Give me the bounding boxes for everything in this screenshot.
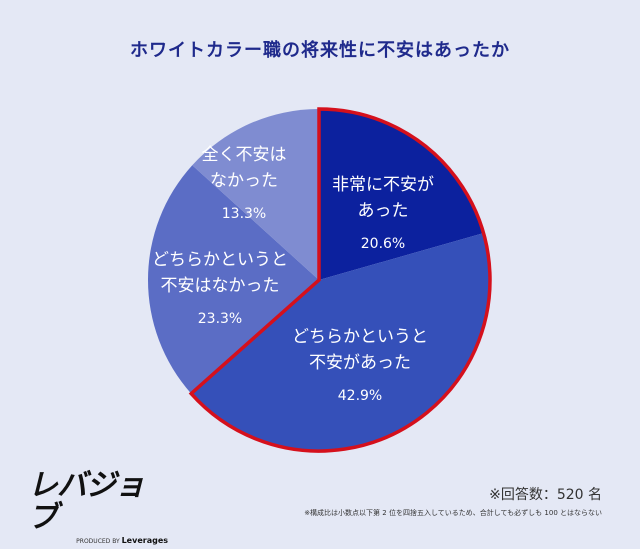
footnote: ※構成比は小数点以下第 2 位を四捨五入しているため、合計しても必ずしも 100…: [304, 509, 602, 517]
slice-label-1: あった: [358, 201, 409, 221]
slice-label-3: どちらかというと: [152, 250, 288, 270]
slice-value-4: 13.3%: [222, 206, 266, 222]
logo-brand: Leverages: [121, 536, 168, 545]
pie-slice-3: [147, 165, 319, 394]
pie-slice-1: [319, 109, 484, 280]
slice-value-3: 23.3%: [198, 311, 242, 327]
slice-label-4: 全く不安は: [202, 145, 287, 165]
pie-slice-2: [191, 233, 491, 451]
logo-text: レバジョブ: [28, 468, 145, 535]
slice-label-4: なかった: [210, 171, 278, 191]
slice-label-3: 不安はなかった: [161, 276, 280, 296]
slice-label-1: 非常に不安が: [332, 175, 434, 195]
levajob-logo: レバジョブ PRODUCED BY Leverages: [28, 468, 168, 546]
pie-slice-4: [192, 109, 319, 280]
logo-produced: PRODUCED BY: [76, 538, 120, 545]
chart-title: ホワイトカラー職の将来性に不安はあったか: [130, 40, 510, 61]
slice-label-2: 不安があった: [309, 353, 411, 373]
slice-value-1: 20.6%: [361, 236, 405, 252]
slice-label-2: どちらかというと: [292, 327, 428, 347]
respondent-count: ※回答数：520 名: [489, 487, 602, 503]
slice-value-2: 42.9%: [338, 388, 382, 404]
highlight-outline: [188, 107, 492, 453]
